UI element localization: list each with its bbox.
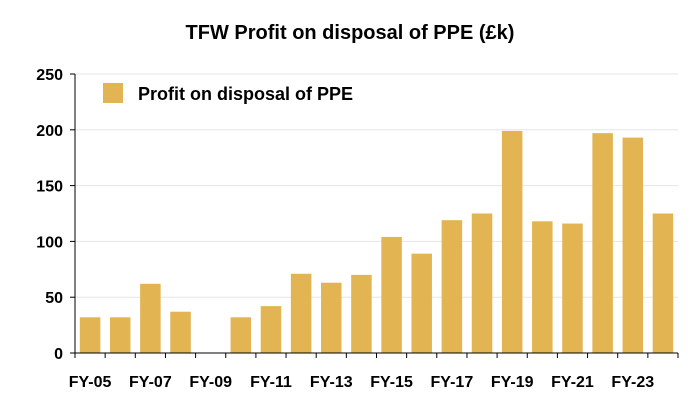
gridlines	[75, 73, 678, 298]
x-tick-label: FY-17	[431, 374, 474, 391]
y-tick-label: 250	[36, 67, 63, 84]
bar	[321, 282, 342, 353]
x-tick-label: FY-05	[69, 374, 112, 391]
bar	[411, 253, 432, 353]
bar	[652, 213, 674, 353]
x-tick-label: FY-11	[250, 374, 292, 391]
chart-title: TFW Profit on disposal of PPE (£k)	[185, 22, 515, 44]
x-tick-label: FY-23	[611, 374, 654, 391]
bar	[441, 220, 463, 353]
legend-swatch	[103, 83, 123, 103]
bar	[109, 317, 131, 353]
x-tick-label: FY-13	[310, 374, 353, 391]
x-tick-label: FY-19	[491, 374, 534, 391]
axes	[70, 73, 679, 358]
bar	[260, 306, 282, 353]
bar	[471, 213, 493, 353]
x-tick-label: FY-15	[370, 374, 413, 391]
bar	[230, 317, 252, 353]
bar	[592, 133, 613, 353]
bar	[381, 236, 402, 353]
bar	[622, 137, 644, 353]
bar	[351, 274, 372, 353]
y-tick-label: 150	[36, 179, 63, 196]
legend: Profit on disposal of PPE	[103, 83, 353, 104]
bar	[501, 130, 523, 353]
bar	[79, 317, 101, 353]
x-tick-label: FY-09	[189, 374, 232, 391]
bar	[140, 283, 161, 353]
bar	[170, 311, 191, 353]
bar	[562, 223, 583, 353]
x-tick-labels: FY-05 FY-07 FY-09 FY-11 FY-13 FY-15 FY-17 FY-19…	[69, 374, 654, 391]
legend-label: Profit on disposal of PPE	[138, 84, 353, 104]
y-tick-label: 100	[36, 234, 63, 251]
y-tick-label: 50	[45, 290, 63, 307]
x-tick-label: FY-07	[129, 374, 172, 391]
bar	[532, 221, 553, 353]
y-tick-label: 0	[54, 346, 63, 363]
y-tick-labels: 0 50 100 150 200 250	[36, 67, 63, 363]
bar	[290, 273, 312, 353]
y-tick-label: 200	[36, 123, 63, 140]
x-tick-label: FY-21	[551, 374, 594, 391]
bars	[79, 130, 674, 353]
